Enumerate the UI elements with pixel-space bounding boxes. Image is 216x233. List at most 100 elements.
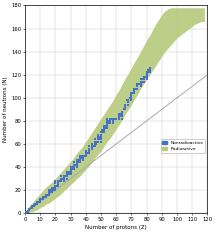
Point: [38, 200, 42, 204]
Point: [139, 80, 142, 84]
Point: [102, 128, 106, 132]
Point: [96, 135, 100, 139]
Point: [127, 101, 130, 104]
Point: [130, 94, 133, 97]
Point: [104, 126, 107, 130]
Point: [110, 117, 113, 120]
Point: [52, 188, 56, 192]
Point: [75, 158, 78, 162]
Point: [44, 195, 48, 199]
Point: [63, 179, 66, 183]
Point: [124, 105, 127, 109]
Point: [38, 199, 42, 202]
Point: [99, 134, 103, 138]
Point: [142, 76, 145, 80]
Point: [136, 84, 139, 88]
Point: [75, 162, 78, 165]
Point: [142, 75, 145, 79]
Point: [119, 114, 122, 118]
Point: [119, 112, 122, 116]
Point: [87, 151, 91, 155]
Point: [145, 72, 148, 75]
Point: [108, 117, 112, 120]
Point: [108, 121, 112, 125]
Point: [75, 161, 78, 164]
Point: [93, 140, 97, 144]
Point: [72, 168, 75, 171]
Point: [145, 73, 148, 77]
Point: [111, 121, 115, 125]
Point: [66, 170, 69, 174]
Point: [46, 193, 49, 197]
Point: [72, 165, 75, 169]
Point: [98, 137, 101, 141]
Point: [43, 195, 46, 199]
Point: [145, 78, 148, 81]
Point: [90, 144, 94, 148]
Point: [136, 87, 139, 90]
Point: [78, 158, 81, 162]
Point: [124, 107, 127, 111]
Point: [105, 121, 109, 125]
Point: [57, 184, 60, 187]
Point: [98, 135, 101, 139]
Point: [111, 119, 115, 123]
Point: [142, 80, 145, 84]
Point: [127, 103, 130, 107]
Point: [28, 207, 31, 211]
Point: [86, 151, 89, 155]
Point: [72, 164, 75, 168]
Point: [125, 98, 129, 102]
Point: [52, 186, 56, 190]
Point: [101, 131, 104, 134]
Point: [96, 140, 100, 144]
Point: [81, 156, 84, 160]
Point: [101, 128, 104, 132]
Point: [55, 184, 59, 187]
Point: [96, 137, 100, 141]
Point: [35, 200, 39, 204]
Point: [54, 188, 57, 192]
Point: [121, 114, 124, 118]
Point: [143, 75, 147, 79]
Point: [78, 157, 81, 161]
Point: [139, 82, 142, 86]
Point: [60, 179, 63, 183]
Point: [145, 75, 148, 79]
Point: [133, 89, 136, 93]
X-axis label: Number of protons (Z): Number of protons (Z): [85, 225, 147, 230]
Point: [26, 209, 30, 213]
Point: [76, 161, 80, 164]
Point: [44, 193, 48, 197]
Point: [78, 161, 81, 164]
Point: [118, 112, 121, 116]
Point: [73, 163, 77, 167]
Point: [90, 142, 94, 146]
Point: [102, 127, 106, 131]
Point: [104, 124, 107, 127]
Point: [95, 142, 98, 146]
Point: [108, 119, 112, 123]
Point: [145, 71, 148, 74]
Point: [87, 147, 91, 151]
Point: [121, 117, 124, 120]
Point: [32, 203, 36, 207]
Point: [99, 137, 103, 141]
Y-axis label: Number of neutrons (N): Number of neutrons (N): [3, 77, 8, 142]
Point: [40, 198, 43, 201]
Point: [83, 154, 86, 158]
Point: [34, 202, 37, 206]
Point: [118, 117, 121, 120]
Point: [93, 137, 97, 141]
Point: [105, 126, 109, 130]
Point: [48, 192, 51, 195]
Point: [84, 149, 87, 153]
Point: [105, 119, 109, 123]
Point: [107, 121, 110, 125]
Point: [90, 146, 94, 149]
Point: [84, 151, 87, 155]
Point: [128, 96, 132, 100]
Point: [69, 169, 72, 172]
Point: [63, 175, 66, 178]
Point: [79, 156, 83, 160]
